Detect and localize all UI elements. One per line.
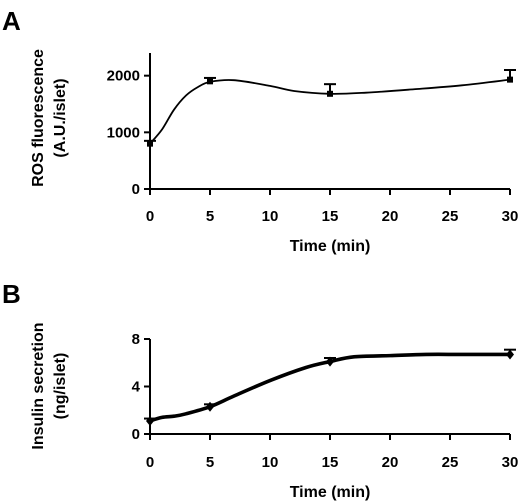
panel-b-y-axis-label: Insulin secretion (ng/islet): [30, 322, 69, 449]
panel-b-y-axis-label-line1: Insulin secretion: [30, 322, 47, 449]
panel-a-x-axis-label: Time (min): [290, 238, 371, 255]
panel-b-x-tick-label: 20: [382, 454, 399, 471]
panel-a-x-tick-label: 15: [322, 208, 339, 225]
panel-a-x-tick-label: 25: [442, 208, 459, 225]
panel-a-y-axis-label-line2: (A.U./islet): [52, 78, 69, 157]
panel-b-x-tick-label: 5: [206, 454, 214, 471]
panel-b-x-tick-label: 25: [442, 454, 459, 471]
panel-b-y-axis-label-line2: (ng/islet): [52, 353, 69, 420]
panel-a-y-tick-label: 1000: [107, 124, 140, 141]
panel-a-x-tick-label: 20: [382, 208, 399, 225]
panel-b-x-tick-label: 0: [146, 454, 154, 471]
panel-b-data-point: [206, 401, 214, 412]
panel-b-chart: B Insulin secretion (ng/islet) Time (min…: [2, 279, 518, 501]
panel-a-data-point: [327, 90, 333, 97]
panel-b-data-point: [326, 356, 334, 367]
panel-a-y-tick-label: 2000: [107, 68, 140, 85]
panel-a-series-line: [149, 78, 511, 145]
panel-b-data-point: [146, 415, 154, 426]
panel-a-data-point: [507, 76, 513, 83]
panel-a-y-axis-label-line1: ROS fluorescence: [30, 49, 47, 187]
panel-a-letter: A: [2, 6, 21, 36]
panel-b-series-line: [148, 352, 512, 423]
panel-a-x-tick-label: 5: [206, 208, 214, 225]
panel-a-chart: A ROS fluorescence (A.U./islet) Time (mi…: [2, 6, 518, 255]
panel-a-y-tick-label: 0: [132, 181, 140, 198]
panel-b-y-tick-label: 4: [132, 379, 141, 396]
panel-b-x-tick-label: 15: [322, 454, 339, 471]
panel-a-x-tick-label: 10: [262, 208, 279, 225]
panel-b-y-tick-label: 0: [132, 426, 140, 443]
panel-b-letter: B: [2, 279, 21, 309]
panel-a-x-tick-label: 0: [146, 208, 154, 225]
panel-b-x-tick-label: 30: [502, 454, 519, 471]
panel-a-data-point: [147, 140, 153, 147]
panel-a-x-tick-label: 30: [502, 208, 519, 225]
panel-b-x-axis-label: Time (min): [290, 484, 371, 501]
panel-b-x-tick-label: 10: [262, 454, 279, 471]
panel-b-y-tick-label: 8: [132, 331, 140, 348]
panel-a-data-point: [207, 78, 213, 85]
panel-b-data-point: [506, 349, 514, 360]
panel-a-y-axis-label: ROS fluorescence (A.U./islet): [30, 49, 69, 187]
